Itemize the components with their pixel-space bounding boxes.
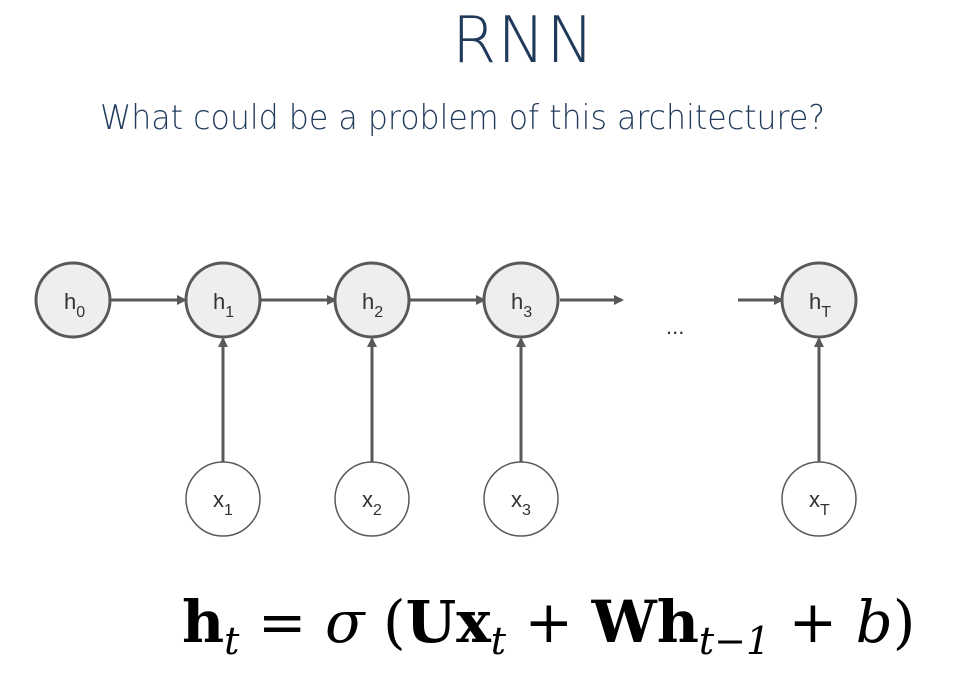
formula-h-sub: t−1 <box>698 619 771 663</box>
slide-subtitle: What could be a problem of this architec… <box>100 98 826 138</box>
svg-text:hT: hT <box>809 289 831 321</box>
node-h1: h1 <box>184 261 262 339</box>
ellipsis: ... <box>666 314 684 339</box>
formula-x-sub: t <box>490 619 507 663</box>
formula-lhs-h: h <box>182 588 225 656</box>
node-h3: h3 <box>482 261 560 339</box>
slide-title: RNN <box>451 4 596 78</box>
svg-text:x3: x3 <box>511 487 531 519</box>
formula-sigma: σ <box>324 588 365 656</box>
formula-h: h <box>656 588 699 656</box>
formula-close-paren: ) <box>892 588 916 656</box>
svg-text:x2: x2 <box>362 487 382 519</box>
formula-equals: = <box>239 588 325 656</box>
formula-lhs-sub: t <box>224 619 240 663</box>
formula-b: b <box>855 588 893 656</box>
node-xT: xT <box>781 461 857 537</box>
formula-x: x <box>456 588 491 656</box>
node-hT: hT <box>780 261 858 339</box>
formula-U: U <box>405 588 457 656</box>
formula-plus-1: + <box>506 588 592 656</box>
node-x2: x2 <box>334 461 410 537</box>
svg-text:h3: h3 <box>511 289 532 321</box>
formula-W: W <box>591 588 657 656</box>
rnn-formula: ht = σ (Uxt + Wht−1 + b) <box>182 588 915 663</box>
svg-text:xT: xT <box>809 487 830 519</box>
svg-text:h2: h2 <box>362 289 383 321</box>
node-x3: x3 <box>483 461 559 537</box>
node-x1: x1 <box>185 461 261 537</box>
svg-text:h0: h0 <box>64 289 85 321</box>
formula-plus-2: + <box>770 588 856 656</box>
node-h2: h2 <box>333 261 411 339</box>
svg-text:x1: x1 <box>213 487 233 519</box>
formula-open-paren: ( <box>364 588 406 656</box>
node-h0: h0 <box>34 261 112 339</box>
svg-text:h1: h1 <box>213 289 234 321</box>
